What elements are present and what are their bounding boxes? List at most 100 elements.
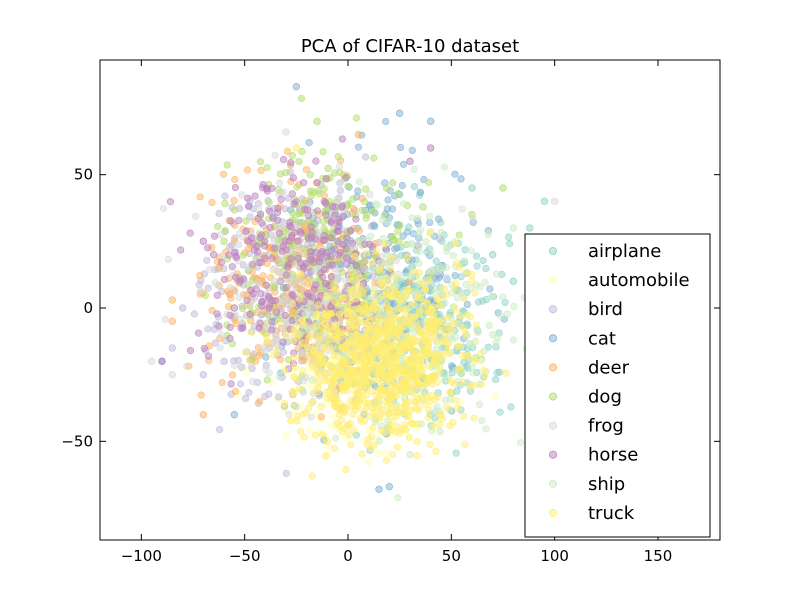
point-truck (318, 360, 327, 368)
point-dog (358, 206, 366, 214)
point-dog (499, 184, 507, 192)
point-horse (334, 237, 342, 245)
point-frog (235, 293, 243, 302)
point-truck (399, 408, 407, 417)
point-frog (333, 277, 341, 285)
point-truck (420, 400, 428, 408)
point-horse (246, 310, 254, 319)
point-frog (214, 281, 222, 290)
point-horse (239, 324, 247, 332)
legend-marker-ship (549, 479, 558, 488)
point-horse (318, 248, 326, 256)
point-deer (219, 170, 228, 178)
point-ship (497, 312, 505, 320)
point-truck (330, 282, 338, 290)
point-truck (415, 395, 423, 404)
point-truck (450, 319, 458, 328)
point-truck (398, 362, 406, 371)
point-cat (382, 117, 390, 126)
point-horse (335, 218, 343, 226)
point-bird (204, 325, 212, 333)
point-truck (470, 414, 478, 422)
point-ship (481, 279, 489, 287)
point-ship (485, 321, 493, 330)
point-horse (210, 232, 219, 240)
point-bird (199, 371, 207, 379)
point-horse (328, 203, 337, 211)
chart-title: PCA of CIFAR-10 dataset (301, 36, 519, 57)
point-truck (417, 278, 426, 286)
point-ship (503, 310, 511, 318)
point-ship (488, 292, 496, 301)
point-horse (255, 259, 263, 267)
point-truck (350, 426, 358, 434)
point-frog (469, 214, 477, 222)
point-deer (283, 147, 292, 155)
point-truck (449, 419, 457, 427)
point-horse (227, 380, 235, 388)
point-truck (342, 466, 350, 474)
point-ship (311, 266, 319, 274)
point-horse (322, 199, 330, 207)
point-truck (305, 351, 314, 360)
point-airplane (410, 183, 419, 191)
point-horse (230, 248, 238, 256)
point-ship (453, 294, 461, 302)
point-truck (351, 252, 359, 261)
point-truck (472, 321, 481, 329)
point-truck (269, 351, 278, 359)
point-truck (375, 265, 384, 273)
point-horse (338, 135, 347, 143)
point-frog (290, 283, 298, 292)
point-truck (351, 368, 359, 377)
point-horse (320, 265, 328, 274)
point-frog (278, 257, 286, 265)
point-bird (236, 380, 245, 388)
point-ship (332, 434, 340, 442)
point-truck (386, 264, 395, 272)
point-ship (400, 200, 408, 208)
point-cat (400, 160, 408, 168)
point-horse (427, 144, 435, 152)
point-ship (375, 437, 383, 445)
point-frog (238, 191, 246, 199)
point-truck (390, 272, 398, 280)
point-ship (478, 417, 486, 425)
point-truck (288, 300, 297, 308)
point-horse (320, 231, 328, 240)
point-deer (197, 391, 205, 399)
point-horse (235, 216, 243, 224)
point-frog (443, 273, 451, 282)
point-horse (268, 326, 276, 334)
point-frog (292, 403, 300, 411)
point-truck (317, 402, 325, 410)
point-dog (298, 147, 306, 156)
point-truck (352, 331, 360, 339)
point-horse (289, 174, 298, 182)
point-dog (344, 182, 352, 190)
point-horse (194, 329, 203, 337)
point-truck (373, 247, 381, 255)
point-truck (456, 312, 464, 320)
point-horse (331, 211, 339, 219)
point-ship (418, 203, 426, 211)
point-truck (322, 343, 330, 351)
point-ship (415, 242, 423, 250)
point-truck (445, 350, 453, 358)
point-truck (310, 355, 318, 363)
point-horse (204, 244, 212, 252)
point-bird (275, 393, 283, 401)
point-ship (510, 302, 518, 311)
point-airplane (461, 246, 469, 254)
point-dog (271, 283, 279, 291)
point-horse (256, 319, 264, 327)
point-horse (288, 234, 296, 242)
point-cat (354, 187, 362, 195)
point-horse (177, 246, 185, 254)
point-horse (317, 291, 325, 300)
legend-label-automobile: automobile (588, 270, 690, 291)
point-frog (159, 204, 168, 213)
legend-label-airplane: airplane (588, 241, 661, 262)
point-truck (428, 380, 436, 388)
point-horse (213, 291, 221, 299)
